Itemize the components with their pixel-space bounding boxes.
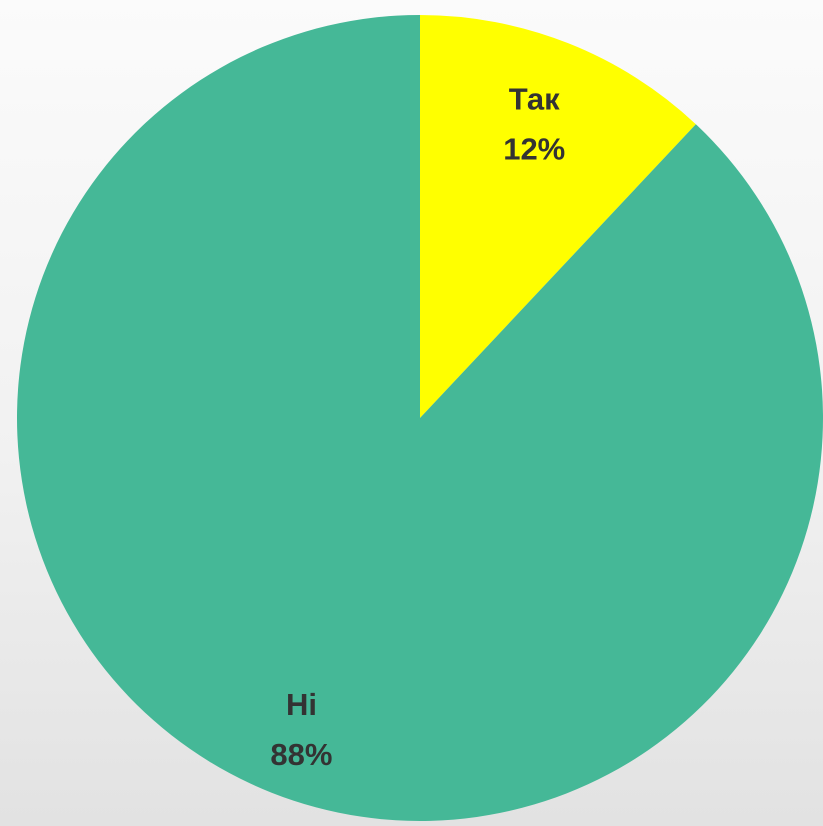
pie-slice-0: [420, 15, 696, 418]
slice-value-1: 88%: [270, 737, 332, 772]
slices-layer: [17, 15, 823, 821]
slice-label-1: Ні: [286, 687, 317, 722]
labels-layer: Так 12% Ні 88%: [270, 81, 565, 772]
pie-slice-1: [17, 15, 823, 821]
slice-value-0: 12%: [503, 131, 565, 166]
slice-label-0: Так: [509, 81, 560, 116]
